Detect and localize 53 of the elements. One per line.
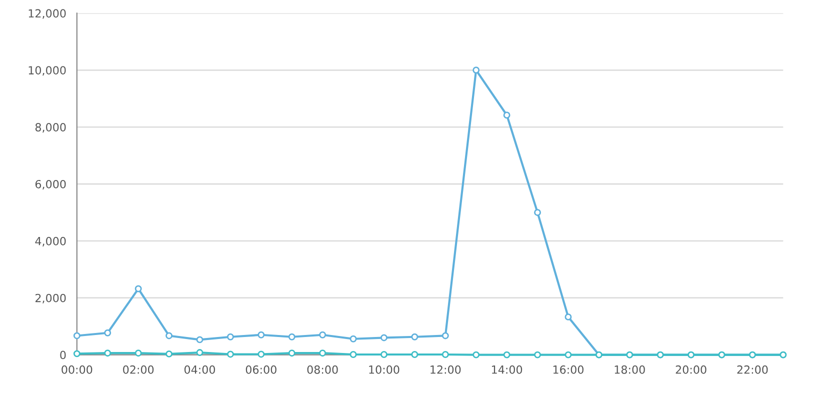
point — [411, 333, 418, 340]
point — [288, 350, 296, 357]
point — [564, 351, 572, 358]
x-tick-label: 12:00 — [430, 365, 461, 374]
x-tick-label: 20:00 — [676, 365, 706, 374]
point — [196, 349, 204, 356]
x-tick-label: 02:00 — [123, 365, 154, 374]
point — [226, 333, 234, 340]
x-tick-label: 00:00 — [62, 365, 92, 374]
point — [564, 313, 572, 320]
point — [226, 350, 234, 358]
point — [380, 334, 388, 342]
point — [196, 336, 204, 344]
point — [166, 350, 173, 358]
x-tick-label: 18:00 — [614, 365, 645, 374]
point — [350, 351, 357, 358]
point — [73, 332, 80, 340]
x-tick-label: 06:00 — [246, 365, 276, 374]
point — [134, 285, 142, 292]
point — [134, 350, 142, 357]
x-tick-label: 04:00 — [184, 365, 216, 374]
point — [534, 208, 541, 216]
point — [350, 335, 357, 342]
point — [319, 350, 326, 357]
point — [472, 66, 480, 74]
y-tick-label: 8,000 — [35, 123, 66, 133]
point — [503, 351, 510, 358]
y-tick-label: 12,000 — [28, 9, 66, 19]
point — [104, 329, 112, 336]
y-tick-label: 10,000 — [28, 66, 66, 76]
point — [73, 350, 80, 358]
point — [472, 351, 480, 358]
point — [442, 351, 449, 358]
x-tick-label: 16:00 — [553, 365, 584, 374]
y-tick-label: 0 — [60, 350, 66, 360]
point — [166, 332, 173, 340]
point — [442, 332, 449, 340]
point — [258, 331, 265, 338]
point — [288, 333, 296, 340]
x-tick-label: 14:00 — [492, 365, 522, 374]
point — [104, 350, 112, 357]
y-tick-label: 2,000 — [36, 294, 66, 304]
point — [319, 331, 326, 338]
point — [258, 350, 265, 358]
x-tick-label: 22:00 — [737, 365, 768, 374]
x-tick-label: 10:00 — [369, 365, 400, 374]
point — [380, 351, 388, 358]
x-tick-label: 08:00 — [307, 365, 338, 374]
point — [534, 351, 541, 358]
y-tick-label: 4,000 — [35, 236, 66, 246]
point — [503, 112, 510, 119]
point — [411, 351, 418, 358]
y-tick-label: 6,000 — [35, 180, 66, 190]
